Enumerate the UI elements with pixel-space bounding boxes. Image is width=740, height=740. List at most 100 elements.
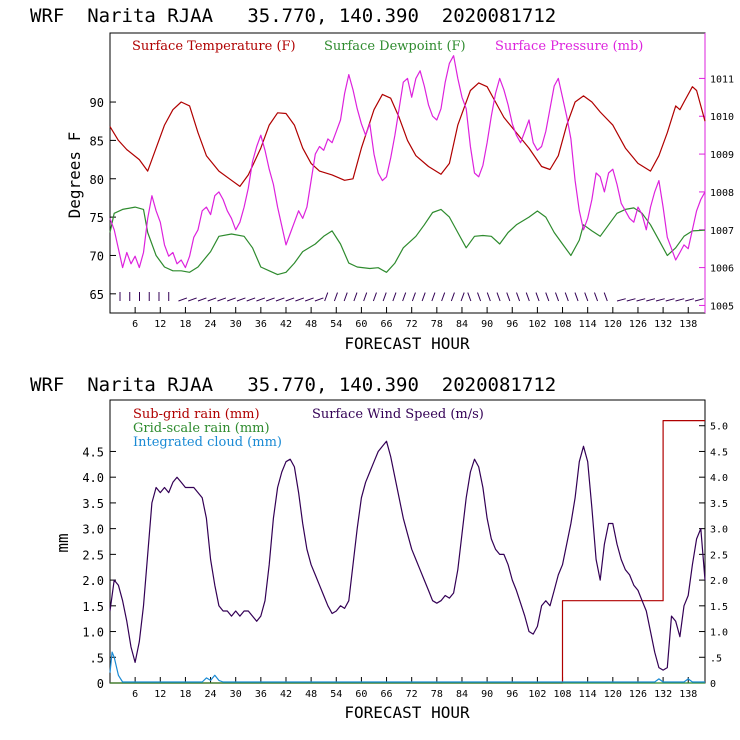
- x-tick-label: 126: [629, 319, 647, 330]
- y-tick-label: 1.5: [82, 600, 104, 614]
- wind-barb: [227, 297, 236, 302]
- y-tick-label: 3.0: [82, 523, 104, 537]
- plot-frame: [109, 32, 706, 314]
- y-tick-label: 1.0: [82, 626, 104, 640]
- legend-pressure: Surface Pressure (mb): [495, 39, 643, 54]
- x-tick-label: 48: [305, 319, 317, 330]
- x-tick-label: 36: [255, 689, 267, 700]
- x-tick-label: 72: [406, 319, 418, 330]
- wind-barb: [295, 297, 305, 302]
- wind-barb: [197, 297, 207, 302]
- y-axis-label: mm: [53, 533, 72, 552]
- wind-barb: [665, 298, 675, 302]
- x-tick-label: 54: [330, 689, 342, 700]
- chart-title: WRF Narita RJAA 35.770, 140.390 20200817…: [30, 374, 556, 396]
- x-tick-label: 108: [554, 689, 572, 700]
- x-axis-label: FORECAST HOUR: [344, 334, 470, 353]
- y2-tick-label: 2.5: [710, 550, 728, 561]
- y-tick-label: .5: [90, 651, 104, 665]
- x-tick-label: 42: [280, 689, 292, 700]
- y2-tick-label: 1006: [710, 264, 734, 275]
- x-tick-label: 138: [679, 319, 697, 330]
- legend-wind-speed: Surface Wind Speed (m/s): [312, 407, 484, 422]
- legend-subgrid-rain: Sub-grid rain (mm): [133, 407, 260, 422]
- series-line-surface-pressure-mb: [109, 55, 706, 269]
- wind-barb: [675, 298, 685, 302]
- wind-barb: [441, 292, 446, 302]
- wind-barb: [486, 292, 491, 302]
- wind-barb: [694, 298, 704, 302]
- wind-barb: [685, 298, 695, 302]
- wind-barb: [584, 292, 589, 302]
- series-line-sub-grid-rain-mm: [110, 420, 705, 684]
- wind-barb: [525, 292, 530, 302]
- x-tick-label: 72: [406, 689, 418, 700]
- y-tick-label: 4.0: [82, 471, 104, 485]
- wind-barb: [382, 292, 387, 302]
- wind-barb: [477, 292, 482, 302]
- x-tick-label: 30: [230, 319, 242, 330]
- wind-barb: [506, 292, 511, 302]
- y-tick-label: 70: [90, 249, 104, 263]
- x-tick-label: 36: [255, 319, 267, 330]
- x-tick-label: 66: [381, 319, 393, 330]
- x-tick-label: 18: [179, 319, 191, 330]
- x-tick-label: 24: [205, 319, 217, 330]
- x-tick-label: 6: [132, 689, 138, 700]
- wind-barb: [535, 292, 540, 302]
- x-tick-label: 132: [654, 689, 672, 700]
- y2-tick-label: 1011: [710, 74, 734, 85]
- wind-barb: [343, 292, 348, 302]
- wind-barb: [178, 297, 188, 302]
- wind-barb: [246, 297, 256, 302]
- wind-barb: [421, 292, 426, 302]
- x-tick-label: 132: [654, 319, 672, 330]
- x-tick-label: 30: [230, 689, 242, 700]
- x-tick-label: 108: [554, 319, 572, 330]
- y2-tick-label: 3.0: [710, 525, 728, 536]
- y2-tick-label: 3.5: [710, 499, 728, 510]
- legend: Sub-grid rain (mm) Surface Wind Speed (m…: [133, 407, 484, 450]
- wind-barb: [266, 297, 275, 302]
- y2-tick-label: 1007: [710, 226, 734, 237]
- wind-barb: [450, 292, 455, 302]
- wind-barb: [285, 297, 295, 302]
- precip-wind-chart: WRF Narita RJAA 35.770, 140.390 20200817…: [30, 374, 728, 722]
- x-tick-label: 138: [679, 689, 697, 700]
- x-tick-label: 6: [132, 319, 138, 330]
- x-tick-label: 102: [528, 319, 546, 330]
- y-tick-label: 0: [97, 677, 104, 691]
- series-line-surface-dewpoint-f: [109, 206, 706, 276]
- x-tick-label: 60: [355, 319, 367, 330]
- y2-tick-label: 1009: [710, 150, 734, 161]
- y-tick-label: 2.0: [82, 574, 104, 588]
- y2-tick-label: 0: [710, 679, 716, 690]
- x-tick-label: 96: [506, 689, 518, 700]
- y2-tick-label: 4.0: [710, 473, 728, 484]
- x-tick-label: 54: [330, 319, 342, 330]
- x-tick-label: 60: [355, 689, 367, 700]
- y2-tick-label: 1010: [710, 112, 734, 123]
- wind-barb: [460, 292, 465, 302]
- wind-barb: [314, 297, 324, 302]
- wind-barb: [411, 292, 416, 302]
- wind-barb: [188, 297, 197, 302]
- x-tick-label: 78: [431, 319, 443, 330]
- wind-barb: [363, 292, 368, 302]
- y2-tick-label: 1005: [710, 301, 734, 312]
- wind-barb: [603, 292, 608, 302]
- x-tick-label: 114: [579, 319, 597, 330]
- wind-barb: [555, 292, 560, 302]
- wind-barb: [431, 292, 436, 302]
- y2-tick-label: 5.0: [710, 422, 728, 433]
- y-tick-label: 75: [90, 211, 104, 225]
- x-tick-label: 18: [179, 689, 191, 700]
- y-tick-label: 90: [90, 96, 104, 110]
- x-tick-label: 48: [305, 689, 317, 700]
- y-tick-label: 4.5: [82, 445, 104, 459]
- y-tick-label: 3.5: [82, 497, 104, 511]
- wind-barb: [467, 292, 472, 302]
- legend-temperature: Surface Temperature (F): [132, 39, 296, 54]
- y2-tick-label: .5: [710, 653, 722, 664]
